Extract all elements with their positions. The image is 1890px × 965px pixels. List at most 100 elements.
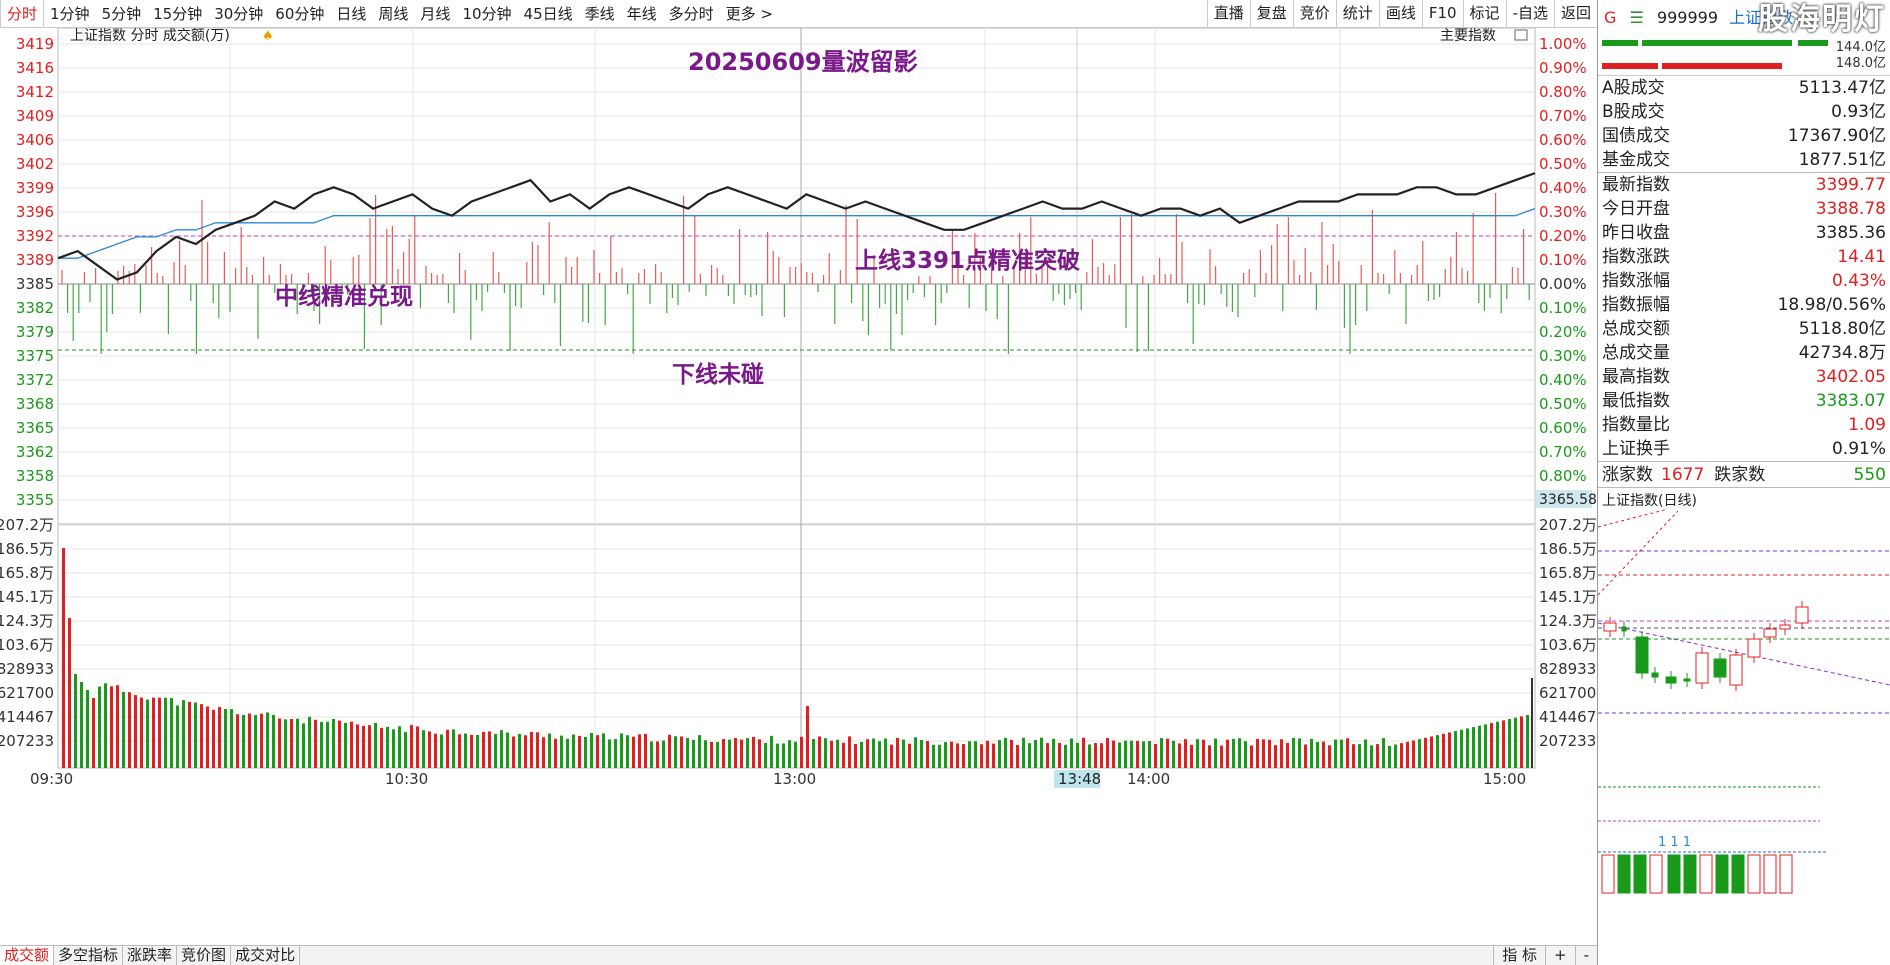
- chart-header: 上证指数 分时 成交额(万): [70, 28, 230, 44]
- toolbar-button[interactable]: 标记: [1462, 0, 1506, 28]
- advance-decline: 涨家数 1677 跌家数 550: [1598, 462, 1890, 488]
- volume-bar: [1184, 739, 1187, 768]
- candle-body: [1747, 638, 1761, 658]
- volume-bar: [428, 731, 431, 768]
- candle-body: [1795, 606, 1809, 624]
- volume-bar: [950, 741, 953, 768]
- volume-tick: 621700: [1539, 684, 1596, 702]
- price-tick: 3382: [16, 299, 54, 317]
- price-tick: 3375: [16, 347, 54, 365]
- daily-mini-chart[interactable]: 1 1 1: [1598, 505, 1890, 965]
- period-tab[interactable]: 30分钟: [214, 5, 264, 23]
- toolbar-button[interactable]: -自选: [1505, 0, 1554, 28]
- indicator-control[interactable]: -: [1574, 946, 1597, 965]
- toolbar-button[interactable]: F10: [1421, 0, 1463, 28]
- expand-icon: [1514, 29, 1528, 41]
- volume-bar: [1448, 732, 1451, 768]
- candle-body: [1651, 672, 1659, 678]
- chart-svg[interactable]: 3419 1.00% 3416 0.90% 3412 0.80% 3409 0.70% 3406…: [0, 28, 1597, 945]
- volume-tick: 207233: [0, 732, 54, 750]
- period-tab[interactable]: 15分钟: [153, 5, 203, 23]
- volume-bar: [1172, 740, 1175, 768]
- volume-bar: [1490, 723, 1493, 768]
- volume-bar: [1022, 737, 1025, 768]
- volume-bar: [548, 733, 551, 768]
- stat-label: 国债成交: [1602, 126, 1670, 146]
- indicator-tab[interactable]: 竞价图: [177, 946, 232, 965]
- index-name[interactable]: 上证指数: [1729, 8, 1794, 27]
- menu-icon[interactable]: ☰: [1629, 8, 1644, 27]
- period-tab[interactable]: 10分钟: [462, 5, 512, 23]
- period-tab[interactable]: 分时: [0, 0, 45, 28]
- volume-bar: [458, 734, 461, 768]
- bar-green-3: [1798, 40, 1828, 46]
- volume-bar: [1178, 743, 1181, 768]
- volume-bar: [98, 686, 101, 768]
- volume-bar: [116, 685, 119, 768]
- pct-tick: 0.30%: [1539, 203, 1587, 221]
- indicator-tab[interactable]: 多空指标: [54, 946, 124, 965]
- intraday-chart[interactable]: 3419 1.00% 3416 0.90% 3412 0.80% 3409 0.70% 3406…: [0, 28, 1597, 945]
- volume-bar: [1322, 741, 1325, 768]
- volume-bar: [992, 743, 995, 768]
- stat-label: 最新指数: [1602, 175, 1670, 195]
- volume-bar: [1436, 735, 1439, 768]
- stat-row: 昨日收盘 3385.36: [1598, 221, 1890, 245]
- volume-bar: [524, 735, 527, 768]
- period-tab[interactable]: 更多 >: [725, 5, 774, 23]
- stat-row: 基金成交 1877.51亿: [1598, 148, 1890, 172]
- pct-tick: 0.20%: [1539, 323, 1587, 341]
- volume-bar: [128, 692, 131, 768]
- volume-bar: [908, 743, 911, 768]
- period-tab[interactable]: 多分时: [668, 5, 714, 23]
- pct-tick: 0.80%: [1539, 467, 1587, 485]
- stat-value: 3383.07: [1815, 391, 1886, 411]
- period-tab[interactable]: 45日线: [523, 5, 573, 23]
- volume-bar: [1382, 738, 1385, 768]
- stat-row: 总成交额 5118.80亿: [1598, 317, 1890, 341]
- period-tab[interactable]: 1分钟: [50, 5, 90, 23]
- g-icon[interactable]: G: [1604, 8, 1617, 27]
- volume-bar: [584, 736, 587, 768]
- stat-row: 今日开盘 3388.78: [1598, 197, 1890, 221]
- volume-bar: [374, 722, 377, 768]
- volume-bar: [596, 735, 599, 768]
- period-tab[interactable]: 月线: [420, 5, 451, 23]
- mini-volume-bar: [1731, 854, 1745, 894]
- volume-bar: [884, 738, 887, 768]
- volume-bar: [632, 736, 635, 768]
- alarm-icon: ♠: [262, 29, 274, 44]
- period-tab[interactable]: 日线: [336, 5, 367, 23]
- volume-bar: [1250, 745, 1253, 768]
- period-tab[interactable]: 周线: [378, 5, 409, 23]
- volume-bar: [146, 699, 149, 768]
- indicator-tab[interactable]: 涨跌率: [123, 946, 178, 965]
- toolbar-button[interactable]: 复盘: [1249, 0, 1293, 28]
- candle-body: [1683, 678, 1691, 682]
- period-tab[interactable]: 60分钟: [275, 5, 325, 23]
- toolbar-button[interactable]: 统计: [1335, 0, 1379, 28]
- period-tab[interactable]: 年线: [626, 5, 657, 23]
- toolbar-button[interactable]: 竞价: [1292, 0, 1336, 28]
- period-toolbar: 分时 1分钟 5分钟 15分钟 30分钟 60分钟 日线 周线 月线 10分钟 45日线 季线 年线 多分…: [0, 0, 1597, 28]
- toolbar-button[interactable]: 画线: [1378, 0, 1422, 28]
- period-tab[interactable]: 5分钟: [101, 5, 142, 23]
- volume-bar: [842, 742, 845, 768]
- volume-bar: [218, 707, 221, 768]
- volume-bar: [758, 739, 761, 768]
- period-tab[interactable]: 季线: [584, 5, 615, 23]
- toolbar-button[interactable]: 返回: [1553, 0, 1597, 28]
- toolbar-button[interactable]: 直播: [1206, 0, 1250, 28]
- indicator-tab[interactable]: 成交额: [0, 946, 55, 965]
- volume-bar: [662, 740, 665, 768]
- pct-tick: 0.70%: [1539, 107, 1587, 125]
- volume-bar: [182, 700, 185, 768]
- indicator-tab[interactable]: 成交对比: [231, 946, 301, 965]
- indicator-control[interactable]: +: [1545, 946, 1575, 965]
- volume-bar: [194, 702, 197, 768]
- volume-bar: [1358, 744, 1361, 768]
- indicator-control[interactable]: 指 标: [1493, 946, 1545, 965]
- volume-bar: [1094, 743, 1097, 768]
- volume-bar: [542, 737, 545, 768]
- volume-bar: [944, 742, 947, 768]
